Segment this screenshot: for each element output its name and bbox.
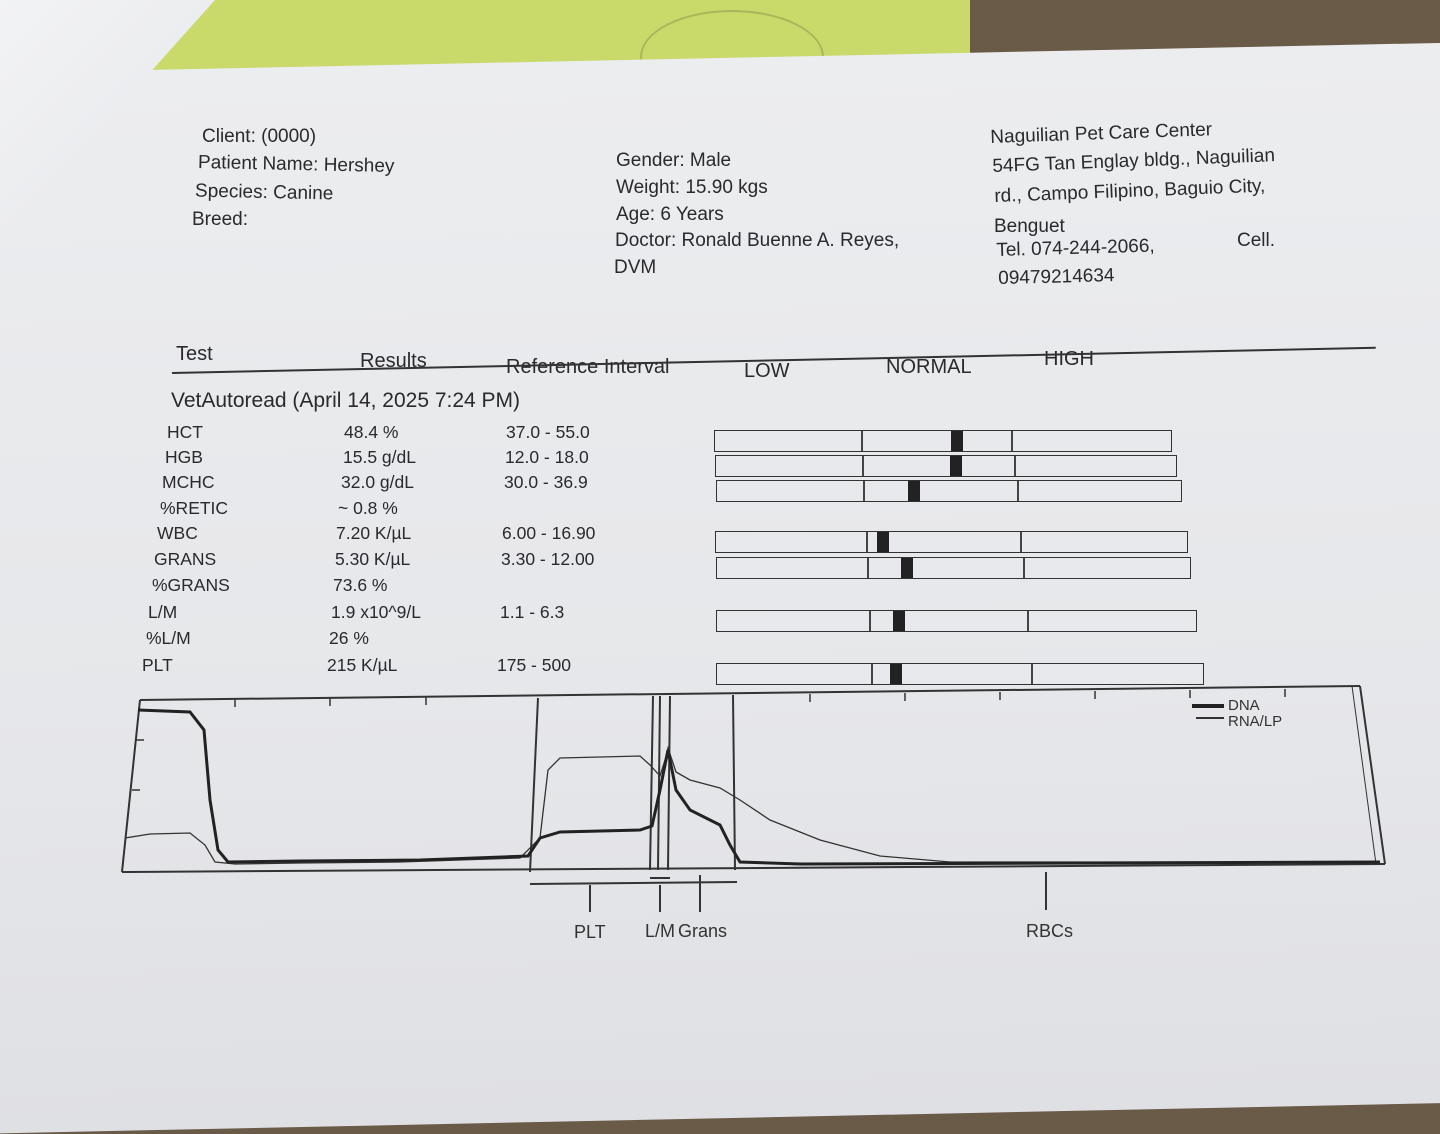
- range-bar: [715, 531, 1188, 553]
- result-marker: [907, 481, 920, 501]
- reference-interval: 12.0 - 18.0: [505, 447, 589, 467]
- header-low: LOW: [744, 360, 790, 382]
- doctor: Doctor: Ronald Buenne A. Reyes,: [615, 230, 900, 251]
- normal-high-divider: [1020, 532, 1022, 552]
- test-name: %GRANS: [152, 575, 230, 595]
- header-test: Test: [176, 343, 213, 365]
- weight: Weight: 15.90 kgs: [616, 177, 768, 198]
- range-bar: [716, 480, 1182, 502]
- test-result: 26 %: [329, 628, 369, 648]
- report-content: Client: (0000) Patient Name: Hershey Spe…: [121, 119, 1386, 942]
- cell-histogram: DNA RNA/LP PLT L/M Grans RBCs: [121, 685, 1386, 942]
- test-result: 32.0 g/dL: [341, 472, 414, 492]
- doctor-suffix: DVM: [614, 257, 657, 278]
- test-name: PLT: [142, 655, 173, 675]
- normal-high-divider: [1027, 611, 1029, 631]
- normal-high-divider: [1014, 456, 1016, 476]
- test-result: 1.9 x10^9/L: [331, 602, 421, 622]
- test-result: 215 K/µL: [327, 655, 398, 675]
- test-name: %L/M: [146, 628, 191, 648]
- result-marker: [950, 456, 963, 476]
- reference-interval: 6.00 - 16.90: [502, 523, 596, 543]
- test-result: 7.20 K/µL: [336, 523, 412, 543]
- normal-high-divider: [1031, 664, 1033, 684]
- breed-label: Breed:: [192, 209, 248, 230]
- range-bar: [714, 430, 1172, 452]
- legend-rna: RNA/LP: [1228, 713, 1282, 730]
- result-marker: [901, 558, 914, 578]
- test-name: HGB: [165, 447, 203, 467]
- test-result: 48.4 %: [344, 422, 399, 442]
- reference-interval: 3.30 - 12.00: [501, 549, 595, 569]
- range-bar: [715, 455, 1177, 477]
- normal-high-divider: [1017, 481, 1019, 501]
- client-label: Client:: [202, 126, 256, 147]
- reference-interval: 30.0 - 36.9: [504, 472, 588, 492]
- low-normal-divider: [866, 532, 868, 552]
- range-bar: [716, 663, 1204, 685]
- client-line: Client: (0000): [202, 126, 316, 148]
- test-name: HCT: [167, 422, 203, 442]
- result-marker: [876, 532, 889, 552]
- gender: Gender: Male: [616, 150, 732, 171]
- reference-interval: 175 - 500: [497, 655, 571, 675]
- test-name: MCHC: [162, 472, 215, 492]
- normal-high-divider: [1023, 558, 1025, 578]
- low-normal-divider: [862, 456, 864, 476]
- low-normal-divider: [863, 481, 865, 501]
- rna-lp-curve: [124, 745, 1380, 865]
- low-normal-divider: [861, 431, 863, 451]
- axis-label-plt: PLT: [574, 922, 606, 942]
- result-marker: [951, 431, 963, 451]
- clinic-cell-label: Cell.: [1237, 230, 1276, 251]
- test-name: WBC: [157, 523, 198, 543]
- axis-label-lm: L/M: [645, 921, 675, 941]
- run-title: VetAutoread (April 14, 2025 7:24 PM): [171, 389, 521, 412]
- test-result: 73.6 %: [333, 575, 388, 595]
- legend-dna: DNA: [1228, 697, 1260, 714]
- test-result: 5.30 K/µL: [335, 549, 411, 569]
- axis-label-grans: Grans: [678, 921, 727, 941]
- test-name: GRANS: [154, 549, 217, 569]
- range-bar: [716, 610, 1197, 632]
- histogram-ticks: [132, 689, 1286, 791]
- test-name: %RETIC: [160, 498, 229, 518]
- client-value: (0000): [261, 126, 317, 147]
- low-normal-divider: [867, 558, 869, 578]
- age: Age: 6 Years: [616, 204, 724, 225]
- histogram-legend: DNA RNA/LP: [1192, 697, 1282, 730]
- test-result: ~ 0.8 %: [338, 498, 398, 518]
- reference-interval: 1.1 - 6.3: [500, 602, 565, 622]
- reference-interval: 37.0 - 55.0: [506, 422, 590, 442]
- result-marker: [892, 611, 905, 631]
- clinic-address-3: Benguet: [994, 216, 1065, 237]
- normal-high-divider: [1011, 431, 1013, 451]
- test-name: L/M: [148, 602, 178, 622]
- test-result: 15.5 g/dL: [343, 447, 416, 467]
- range-bar: [716, 557, 1191, 579]
- dna-curve: [137, 708, 1381, 866]
- result-marker: [890, 664, 903, 684]
- histogram-frame: [121, 685, 1386, 912]
- low-normal-divider: [869, 611, 871, 631]
- header-normal: NORMAL: [886, 356, 972, 378]
- low-normal-divider: [871, 664, 873, 684]
- axis-label-rbcs: RBCs: [1026, 921, 1073, 941]
